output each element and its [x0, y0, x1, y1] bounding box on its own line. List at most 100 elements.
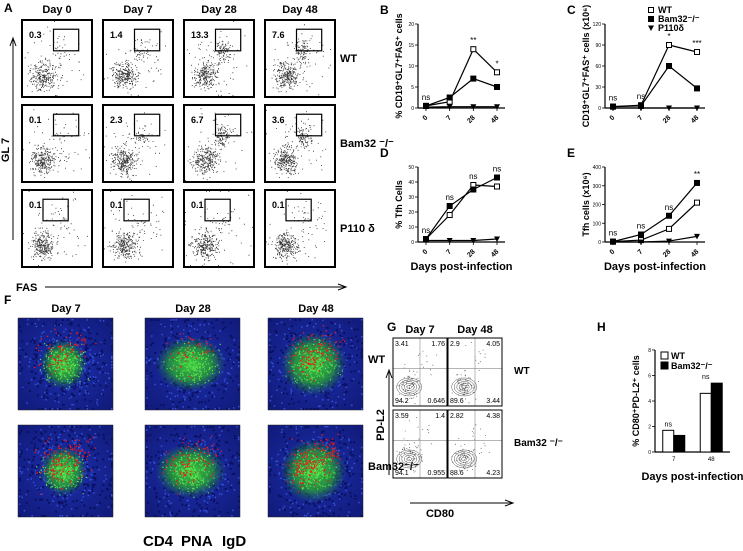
contour [451, 449, 477, 469]
legend-label: P110δ [658, 23, 685, 33]
quadrant-value: 3.41 [395, 341, 409, 348]
dot-cloud [285, 325, 346, 382]
gate-value: 7.6 [272, 30, 285, 40]
plot-frame [447, 337, 503, 407]
series-line [425, 77, 498, 107]
contour [461, 384, 467, 390]
series-line [612, 182, 698, 243]
y-tick-label: 5 [411, 85, 414, 91]
marker [470, 75, 477, 82]
marker [470, 186, 477, 193]
column-label: Day 48 [298, 303, 333, 315]
marker [638, 231, 644, 238]
gate [295, 28, 323, 52]
column-label: Day 28 [201, 4, 236, 16]
gate-value: 13.3 [191, 30, 209, 40]
bar [673, 434, 686, 453]
marker [494, 69, 500, 76]
column-label: Day 7 [405, 324, 434, 336]
dot-cloud [104, 112, 166, 181]
germinal-center [280, 438, 347, 504]
x-tick-label: 48 [690, 114, 701, 125]
gate [52, 113, 80, 137]
dot-cloud [397, 350, 438, 405]
marker [666, 238, 672, 245]
marker [446, 104, 453, 110]
dot-cloud [24, 21, 84, 96]
y-tick-label: 10 [408, 64, 414, 70]
contour [403, 383, 415, 391]
contour [453, 379, 475, 395]
bar [699, 392, 712, 453]
y-tick-label: 50 [408, 165, 414, 171]
x-tick-label: 0 [422, 114, 430, 122]
gate [123, 198, 150, 222]
y-axis-label: % CD80⁺PD-L2⁺ cells [631, 355, 641, 447]
contour [401, 381, 417, 393]
gate [42, 198, 69, 222]
y-tick-label: 0 [598, 106, 601, 112]
series-line [612, 65, 698, 108]
gate-value: 0.1 [29, 115, 42, 125]
x-tick-label: 28 [662, 248, 673, 259]
contour [461, 456, 467, 462]
legend-swatch [660, 361, 669, 370]
series-line [425, 184, 498, 240]
significance: ns [637, 222, 645, 231]
contour [403, 455, 415, 463]
y-tick-label: 30 [408, 195, 414, 201]
arrow-head [385, 368, 393, 379]
series-line [612, 44, 698, 108]
x-tick-label: 7 [637, 114, 645, 122]
gate [52, 28, 80, 52]
row-label: WT [368, 354, 385, 366]
y-tick-label: 2 [648, 425, 651, 431]
y-tick-label: 15 [408, 43, 414, 49]
micrograph-frame [144, 424, 241, 518]
quadrant-value: 88.6 [450, 470, 464, 477]
quadrant-value: 4.05 [486, 341, 500, 348]
contour [401, 453, 417, 465]
quadrant-value: 0.646 [427, 398, 445, 405]
plot-frame [264, 19, 336, 98]
significance: ns [609, 229, 617, 238]
marker [494, 84, 500, 90]
arrow-head [504, 499, 515, 507]
marker [694, 179, 700, 186]
y-tick-label: 0 [598, 240, 601, 246]
marker [470, 238, 477, 244]
germinal-center [154, 336, 227, 392]
micrograph-frame [17, 424, 114, 518]
marker [423, 104, 429, 111]
series-line [425, 48, 498, 107]
contour [453, 451, 475, 467]
gate [133, 113, 161, 137]
marker [494, 236, 500, 242]
plot-frame [102, 104, 174, 183]
y-tick-label: 120 [593, 22, 602, 28]
row-label: Bam32 ⁻/⁻ [514, 438, 563, 449]
significance: ns [469, 172, 477, 181]
dot-cloud [23, 191, 88, 266]
gate-value: 0.1 [272, 200, 285, 210]
marker [610, 105, 616, 111]
panel-label: H [597, 320, 606, 334]
dot-cloud [19, 319, 113, 410]
series-line [613, 235, 698, 243]
dot-cloud [163, 341, 221, 386]
panel-label: C [567, 3, 576, 17]
y-tick-label: 90 [595, 43, 601, 49]
y-tick-label: 0 [411, 240, 414, 246]
panel-label: D [380, 146, 389, 160]
x-axis-label: CD80 [426, 508, 454, 520]
row-label: WT [340, 53, 357, 65]
plot-frame [21, 104, 93, 183]
gate [133, 28, 161, 52]
series-line [425, 176, 498, 240]
x-tick-label: 0 [609, 114, 617, 122]
gate [214, 113, 242, 137]
marker [666, 105, 672, 111]
plot-frame [183, 104, 255, 183]
column-label: Day 48 [282, 4, 317, 16]
